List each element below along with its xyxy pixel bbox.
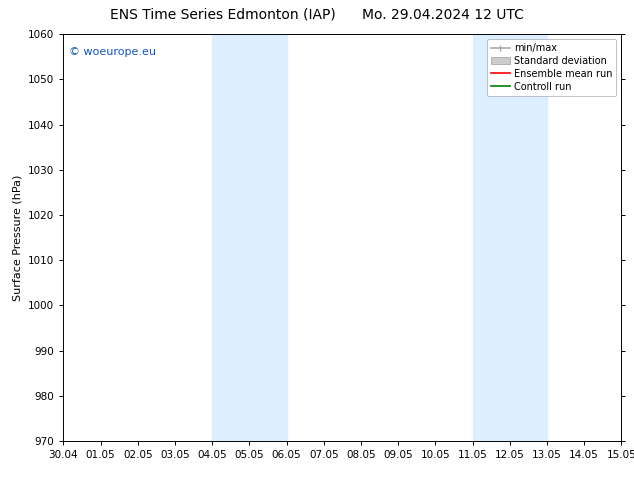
Bar bbox=[212, 34, 287, 441]
Bar bbox=[472, 34, 547, 441]
Text: ENS Time Series Edmonton (IAP)      Mo. 29.04.2024 12 UTC: ENS Time Series Edmonton (IAP) Mo. 29.04… bbox=[110, 7, 524, 22]
Y-axis label: Surface Pressure (hPa): Surface Pressure (hPa) bbox=[13, 174, 23, 301]
Text: © woeurope.eu: © woeurope.eu bbox=[69, 47, 156, 56]
Legend: min/max, Standard deviation, Ensemble mean run, Controll run: min/max, Standard deviation, Ensemble me… bbox=[487, 39, 616, 96]
